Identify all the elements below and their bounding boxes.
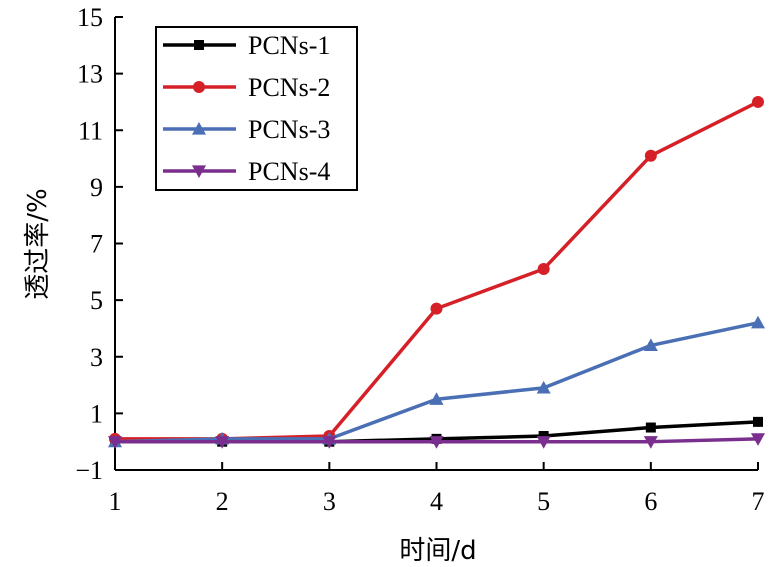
x-tick-label: 2 [216, 487, 229, 516]
data-point [753, 416, 763, 427]
legend-item: PCNs-4 [163, 157, 330, 186]
legend-marker [192, 122, 206, 135]
x-tick-label: 1 [109, 487, 122, 516]
legend-box [155, 26, 358, 191]
x-tick-label: 4 [430, 487, 443, 516]
x-tick-label: 6 [644, 487, 657, 516]
legend-marker [194, 40, 204, 50]
data-point [430, 302, 443, 315]
x-tick-label: 3 [323, 487, 336, 516]
y-tick-label: 9 [90, 173, 103, 202]
data-point [751, 433, 765, 446]
y-tick-label: 3 [90, 343, 103, 372]
y-tick-label: 15 [77, 3, 103, 32]
data-point [644, 149, 657, 162]
y-tick-label: 1 [90, 399, 103, 428]
legend-label: PCNs-3 [248, 115, 330, 144]
data-point [322, 436, 337, 449]
x-axis-title: 时间/d [399, 536, 476, 566]
legend-label: PCNs-2 [248, 73, 330, 102]
data-point [643, 338, 658, 352]
legend-item: PCNs-2 [163, 73, 330, 102]
data-point [108, 436, 122, 449]
series-line [114, 321, 759, 444]
y-axis-title: 透过率/% [23, 188, 53, 299]
data-point [536, 380, 551, 394]
plot-series [108, 95, 765, 449]
x-tick-label: 5 [537, 487, 550, 516]
legend-marker [192, 165, 206, 178]
legend-label: PCNs-1 [248, 31, 330, 60]
legend-item: PCNs-3 [163, 115, 330, 144]
series-PCNs-4 [108, 433, 765, 449]
y-tick-label: 7 [90, 230, 103, 259]
data-point [751, 315, 765, 329]
data-point [537, 262, 550, 275]
y-tick-label: 5 [90, 286, 103, 315]
legend-item: PCNs-1 [163, 31, 330, 60]
y-tick-label: −1 [75, 456, 103, 485]
x-tick-label: 7 [752, 487, 765, 516]
legend-label: PCNs-4 [248, 157, 330, 186]
data-point [643, 436, 658, 449]
data-point [538, 431, 549, 442]
data-point [429, 436, 444, 449]
data-point [215, 436, 230, 449]
data-point [536, 436, 551, 449]
legend: PCNs-1 PCNs-2 PCNs-3 PCNs-4 [155, 26, 358, 191]
y-tick-label: 11 [78, 116, 103, 145]
data-point [429, 392, 444, 405]
legend-marker [193, 81, 205, 93]
data-point [645, 422, 656, 433]
y-tick-label: 13 [77, 60, 103, 89]
data-point [752, 95, 764, 108]
